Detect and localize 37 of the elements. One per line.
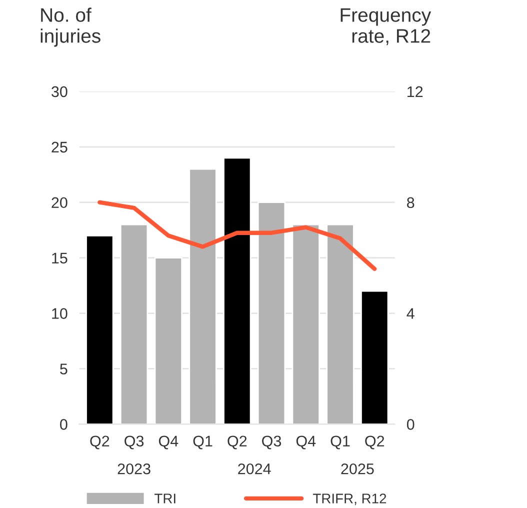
bar xyxy=(326,224,354,424)
y-tick-label: 30 xyxy=(52,86,68,98)
text: 2025 xyxy=(341,463,374,474)
text: 2023 xyxy=(118,463,150,474)
text: 2024 xyxy=(238,463,271,474)
y2-tick-label: 0 xyxy=(406,419,414,430)
legend-label: TRI xyxy=(154,494,176,504)
bar xyxy=(257,202,286,424)
x-tick-label: Q2 xyxy=(228,436,247,450)
line-series xyxy=(98,200,377,271)
x-tick-label: Q3 xyxy=(262,436,282,450)
y-tick-label: 20 xyxy=(52,197,68,208)
x-tick-label: Q1 xyxy=(193,436,212,450)
x-tick-label: Q1 xyxy=(330,436,350,450)
y2-tick-label: 4 xyxy=(406,308,414,319)
y2-axis-title: Frequency rate, R12 xyxy=(340,8,432,46)
bar xyxy=(223,157,252,424)
y-tick-label: 0 xyxy=(60,419,68,430)
bar xyxy=(86,234,114,424)
y-tick-label: 25 xyxy=(52,142,68,153)
y-axis-title: No. of injuries xyxy=(40,8,100,47)
y2-tick-label: 8 xyxy=(407,197,414,208)
bar xyxy=(292,224,320,424)
y-tick-label: 15 xyxy=(52,252,68,264)
x-tick-label: Q4 xyxy=(158,436,178,450)
x-tick-label: Q2 xyxy=(365,436,384,450)
y-tick-label: 10 xyxy=(52,308,68,319)
bar xyxy=(120,224,148,424)
bar xyxy=(154,257,183,424)
bar xyxy=(188,168,217,424)
x-tick-label: Q3 xyxy=(124,436,144,450)
y2-tick-label: 12 xyxy=(408,86,423,97)
x-tick-label: Q2 xyxy=(90,436,110,450)
x-tick-label: Q4 xyxy=(296,436,316,450)
legend-label: TRIFR, R12 xyxy=(312,494,386,506)
bar xyxy=(360,290,389,424)
y-tick-label: 5 xyxy=(60,364,68,374)
